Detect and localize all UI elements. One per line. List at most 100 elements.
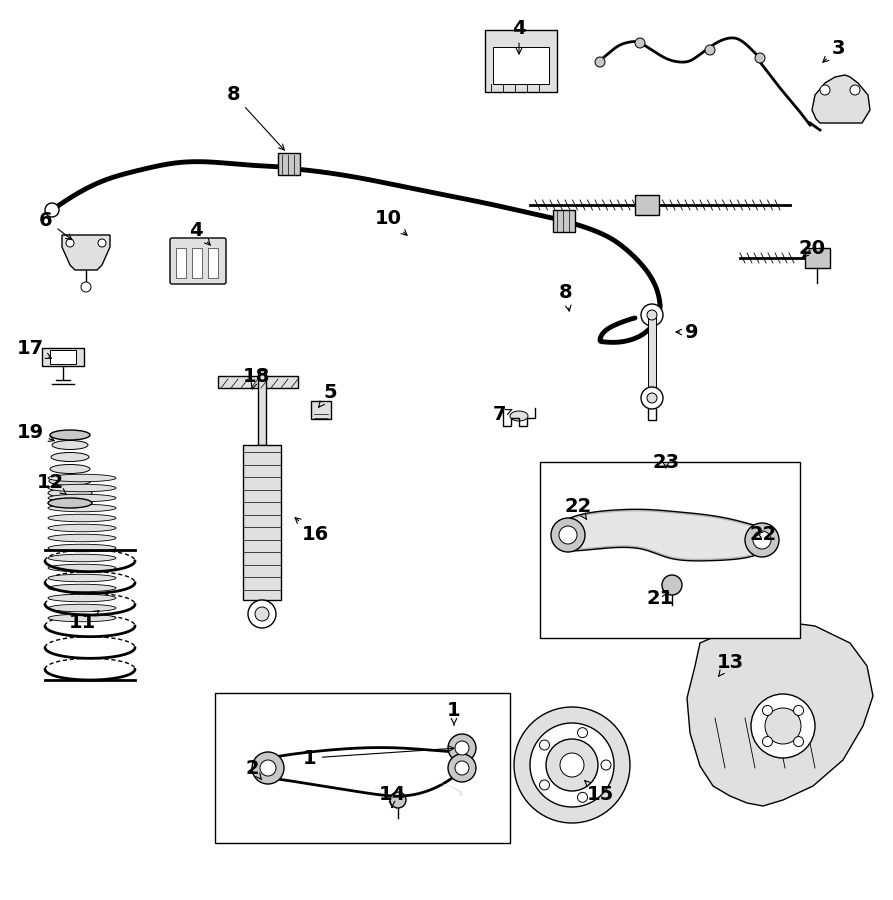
Circle shape — [763, 736, 772, 747]
Circle shape — [753, 531, 771, 549]
Ellipse shape — [48, 554, 116, 562]
Text: 19: 19 — [16, 422, 54, 442]
Text: 18: 18 — [242, 366, 270, 389]
Text: 9: 9 — [676, 322, 698, 341]
Circle shape — [530, 723, 614, 807]
Circle shape — [635, 38, 645, 48]
Text: 15: 15 — [585, 780, 613, 805]
Ellipse shape — [510, 411, 528, 421]
Circle shape — [647, 393, 657, 403]
Polygon shape — [812, 75, 870, 123]
Circle shape — [751, 694, 815, 758]
Circle shape — [546, 739, 598, 791]
Ellipse shape — [50, 464, 90, 473]
Ellipse shape — [48, 564, 116, 572]
Bar — [493, 47, 549, 84]
Ellipse shape — [48, 504, 116, 512]
Text: 22: 22 — [749, 526, 777, 544]
Circle shape — [560, 753, 584, 777]
Text: 6: 6 — [39, 211, 71, 239]
Circle shape — [81, 282, 91, 292]
Ellipse shape — [48, 594, 116, 602]
Text: 12: 12 — [37, 472, 66, 494]
Circle shape — [551, 518, 585, 552]
Circle shape — [448, 754, 476, 782]
FancyBboxPatch shape — [218, 376, 298, 388]
Circle shape — [641, 304, 663, 326]
Ellipse shape — [48, 484, 116, 491]
Circle shape — [248, 600, 276, 628]
Bar — [553, 210, 575, 232]
Circle shape — [98, 239, 106, 247]
Ellipse shape — [48, 524, 116, 532]
Polygon shape — [62, 235, 110, 270]
Bar — [258, 370, 266, 445]
Bar — [192, 248, 202, 278]
Circle shape — [514, 707, 630, 823]
Ellipse shape — [48, 489, 92, 498]
Circle shape — [539, 780, 549, 790]
Circle shape — [455, 761, 469, 775]
Ellipse shape — [48, 535, 116, 542]
Circle shape — [260, 760, 276, 776]
Circle shape — [850, 85, 860, 95]
Bar — [485, 30, 557, 92]
Polygon shape — [687, 620, 873, 806]
Circle shape — [578, 792, 588, 802]
Bar — [208, 248, 218, 278]
Circle shape — [794, 706, 804, 716]
Ellipse shape — [48, 474, 116, 482]
Text: 20: 20 — [798, 238, 825, 257]
Circle shape — [763, 706, 772, 716]
Ellipse shape — [48, 514, 116, 522]
Bar — [278, 153, 300, 175]
Ellipse shape — [48, 614, 116, 622]
Circle shape — [647, 310, 657, 320]
Circle shape — [390, 792, 406, 808]
Ellipse shape — [49, 476, 91, 485]
Circle shape — [794, 736, 804, 747]
Ellipse shape — [48, 604, 116, 612]
FancyBboxPatch shape — [42, 348, 84, 366]
Text: 22: 22 — [564, 498, 592, 519]
Text: 7: 7 — [493, 406, 512, 425]
Circle shape — [595, 57, 605, 67]
Bar — [805, 248, 830, 268]
Bar — [648, 315, 656, 388]
Ellipse shape — [48, 584, 116, 592]
Text: 23: 23 — [653, 453, 680, 472]
Text: 13: 13 — [716, 652, 744, 677]
Circle shape — [705, 45, 715, 55]
Text: 8: 8 — [559, 284, 572, 311]
Ellipse shape — [51, 453, 89, 462]
Bar — [215, 693, 510, 843]
Text: 4: 4 — [189, 220, 210, 245]
Text: 17: 17 — [16, 338, 52, 358]
Circle shape — [745, 523, 779, 557]
Text: 8: 8 — [227, 86, 284, 150]
Circle shape — [820, 85, 830, 95]
Circle shape — [765, 708, 801, 744]
Circle shape — [755, 53, 765, 63]
Circle shape — [578, 728, 588, 738]
FancyBboxPatch shape — [311, 401, 331, 419]
Text: 4: 4 — [513, 19, 526, 54]
Circle shape — [455, 741, 469, 755]
Text: 16: 16 — [295, 518, 329, 544]
Ellipse shape — [48, 498, 92, 508]
FancyBboxPatch shape — [170, 238, 226, 284]
Circle shape — [255, 607, 269, 621]
Ellipse shape — [48, 574, 116, 581]
FancyBboxPatch shape — [50, 350, 76, 364]
Ellipse shape — [48, 494, 116, 502]
Ellipse shape — [48, 544, 116, 552]
Text: 10: 10 — [374, 209, 407, 235]
Bar — [540, 462, 800, 638]
Text: 2: 2 — [246, 759, 262, 779]
Bar — [635, 195, 659, 215]
Circle shape — [559, 526, 577, 544]
Circle shape — [641, 387, 663, 409]
Polygon shape — [568, 510, 762, 560]
Text: 11: 11 — [69, 611, 99, 632]
Bar — [176, 248, 186, 278]
